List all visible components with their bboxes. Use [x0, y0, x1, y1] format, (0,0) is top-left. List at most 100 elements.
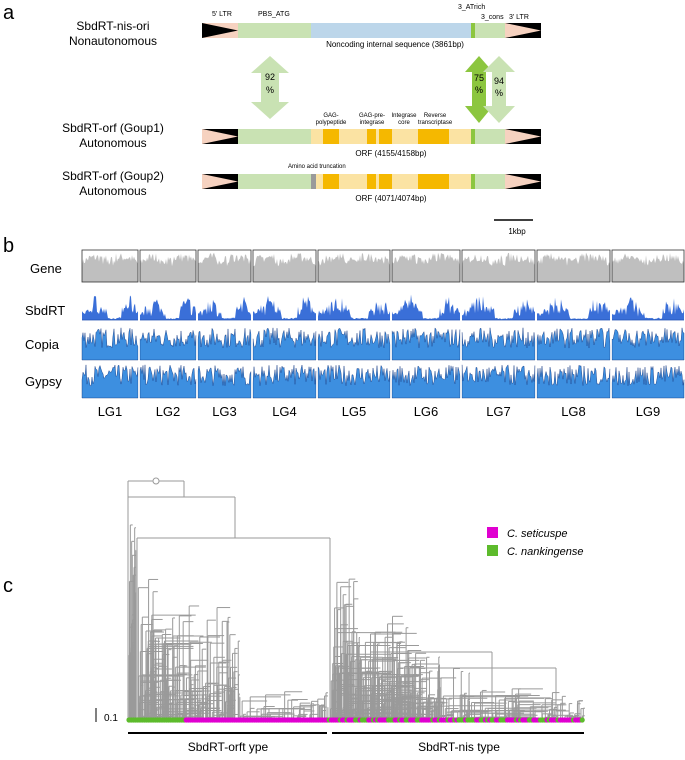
legend-seticuspe: C. seticuspe — [507, 528, 568, 540]
track-te-LG5 — [317, 364, 391, 399]
pbs-label: PBS_ATG — [258, 11, 290, 18]
row1-title: SbdRT-nis-ori — [76, 19, 149, 33]
identity-75-value: 75 — [474, 73, 484, 83]
legend-nankingense-swatch — [487, 545, 498, 556]
domain-gag-1: GAG- — [323, 113, 338, 119]
scale-bar-a-label: 1kbp — [508, 227, 526, 236]
panel-b-label: b — [3, 235, 14, 257]
identity-94-value: 94 — [494, 76, 504, 86]
row1-flank-right — [475, 23, 505, 38]
chromosome-label: LG3 — [212, 404, 237, 419]
track-sbdrt-LG6 — [392, 294, 460, 320]
row2-title: SbdRT-orf (Goup1) — [62, 121, 164, 135]
row1-flank-left — [238, 23, 311, 38]
domain-rt-1: Reverse — [424, 113, 447, 119]
row2-domain-rt — [418, 129, 449, 144]
track-sbdrt-LG8 — [537, 297, 610, 320]
row3-ltr5-arrow — [202, 174, 238, 189]
track-sbdrt-LG3 — [198, 296, 251, 320]
phylogenetic-tree — [127, 477, 585, 721]
group-label-orf: SbdRT-orft ype — [188, 740, 269, 754]
gene-frame-LG1 — [81, 249, 139, 283]
gene-frame-LG4 — [252, 249, 317, 283]
row2-subtitle: Autonomous — [79, 136, 146, 150]
track-label-gypsy: Gypsy — [25, 374, 62, 389]
row3-domain-gagpre — [367, 174, 376, 189]
domain-gagpre-2: integrase — [360, 120, 385, 126]
row3-domain-gag — [323, 174, 339, 189]
row3-flank-right — [475, 174, 505, 189]
scale-bar-c-label: 0.1 — [104, 713, 118, 724]
track-te-LG9 — [611, 327, 685, 361]
row3-domain-int — [379, 174, 392, 189]
track-gene-LG4 — [253, 252, 316, 282]
root-node — [152, 477, 160, 485]
track-sbdrt-LG4 — [253, 295, 316, 320]
identity-94-unit: % — [495, 88, 503, 98]
tree-tips — [126, 717, 585, 723]
track-te-LG8 — [536, 364, 611, 399]
track-gene-LG1 — [82, 253, 138, 282]
track-te-LG2 — [139, 328, 197, 361]
track-gene-LG3 — [198, 252, 251, 282]
row2-flank-left — [238, 129, 311, 144]
row2-atrich-mark — [471, 129, 475, 144]
track-te-LG1 — [81, 364, 139, 399]
chromosome-label: LG4 — [272, 404, 297, 419]
row3-element — [202, 174, 541, 189]
gene-frame-LG9 — [611, 249, 685, 283]
track-te-LG2 — [139, 364, 197, 399]
track-te-LG7 — [461, 327, 536, 361]
track-te-LG7 — [461, 364, 536, 399]
track-te-LG6 — [391, 365, 461, 399]
track-sbdrt-LG9 — [612, 297, 684, 320]
legend-seticuspe-swatch — [487, 527, 498, 538]
row1-ltr5-arrow — [202, 23, 238, 38]
gene-frame-LG2 — [139, 249, 197, 283]
cons-label: 3_cons — [481, 14, 504, 21]
row3-title: SbdRT-orf (Goup2) — [62, 169, 164, 183]
track-gene-LG5 — [318, 253, 390, 282]
track-sbdrt-LG2 — [140, 298, 196, 320]
row3-atrich-mark — [471, 174, 475, 189]
row1-subtitle: Nonautonomous — [69, 34, 157, 48]
track-te-LG5 — [317, 327, 391, 361]
row2-ltr5-arrow — [202, 129, 238, 144]
row3-flank-left — [238, 174, 311, 189]
gene-frame-LG6 — [391, 249, 461, 283]
ltr3-label: 3' LTR — [509, 14, 529, 21]
track-te-LG4 — [252, 327, 317, 361]
domain-gag-2: polypeptide — [316, 120, 347, 126]
domain-int-2: core — [398, 120, 410, 126]
row2-flank-right — [475, 129, 505, 144]
track-te-LG3 — [197, 327, 252, 361]
chromosome-label: LG7 — [486, 404, 511, 419]
tree-tip — [579, 717, 585, 723]
chromosome-label: LG2 — [156, 404, 181, 419]
gene-frame-LG3 — [197, 249, 252, 283]
row1-internal — [311, 23, 471, 38]
row3-ltr3-arrow — [505, 174, 541, 189]
track-label-gene: Gene — [30, 261, 62, 276]
panel-a-label: a — [3, 2, 15, 24]
domain-gagpre-1: GAG-pre- — [359, 113, 385, 119]
row2-orf-label: ORF (4155/4158bp) — [355, 149, 426, 158]
row1-internal-label: Noncoding internal sequence (3861bp) — [326, 40, 464, 49]
row3-truncation — [311, 174, 316, 189]
gene-frame-LG7 — [461, 249, 536, 283]
track-te-LG1 — [81, 327, 139, 361]
chromosome-label: LG5 — [342, 404, 367, 419]
domain-int-1: Integrase — [391, 113, 417, 119]
row2-ltr3-arrow — [505, 129, 541, 144]
track-te-LG4 — [252, 364, 317, 399]
ltr5-label: 5' LTR — [212, 11, 232, 18]
row2-domain-int — [379, 129, 392, 144]
track-label-sbdrt: SbdRT — [25, 303, 65, 318]
identity-92-value: 92 — [265, 72, 275, 82]
track-gene-LG2 — [140, 253, 196, 282]
track-gene-LG9 — [612, 252, 684, 282]
track-te-LG3 — [197, 365, 252, 399]
track-te-LG8 — [536, 328, 611, 361]
genome-tracks — [81, 249, 685, 400]
chromosome-label: LG1 — [98, 404, 123, 419]
